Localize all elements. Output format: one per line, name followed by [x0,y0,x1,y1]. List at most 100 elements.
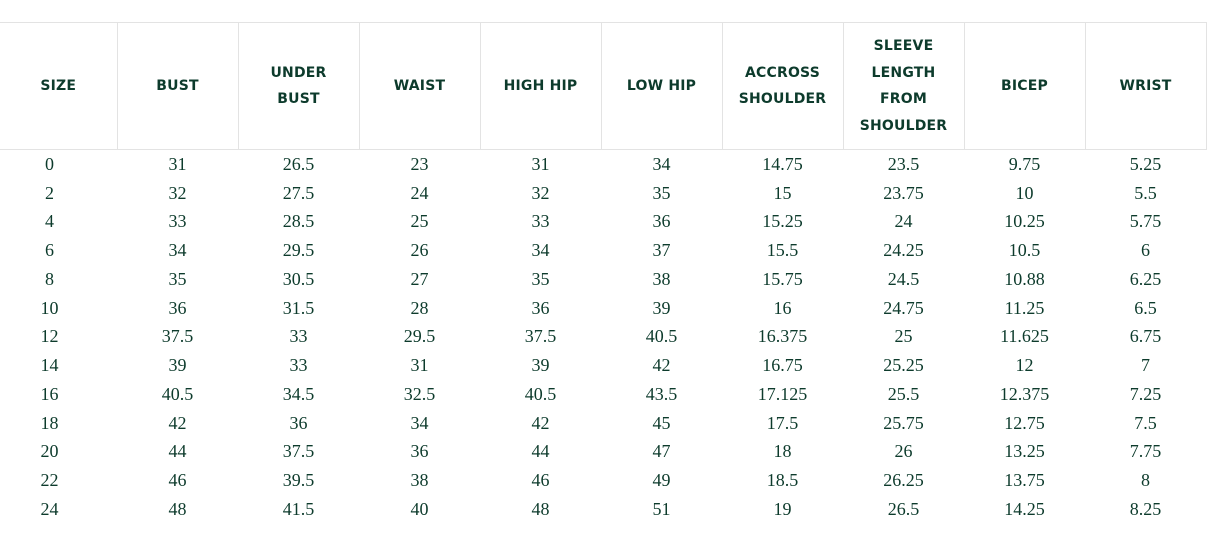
cell-sleeve-length: 25 [894,326,913,347]
header-size: SIZE [0,22,118,150]
table-row: 6 34 29.5 26 34 37 15.5 24.25 10.5 6 [0,236,1206,265]
cell-waist: 40 [410,498,429,519]
header-label: SLEEVE [873,38,934,54]
size-chart-table: SIZE BUST UNDER BUST WAIST HIGH HIP LOW HIP ACC… [0,22,1207,524]
cell-bicep: 10.88 [1004,268,1045,289]
cell-sleeve-length: 24.5 [887,268,920,289]
cell-bust: 37.5 [161,326,194,347]
cell-size: 20 [40,441,59,462]
table-row: 14 39 33 31 39 42 16.75 25.25 12 7 [0,351,1206,380]
header-high-hip: HIGH HIP [479,22,602,150]
cell-wrist: 6 [1141,240,1150,261]
cell-bicep: 10.5 [1008,240,1041,261]
cell-across-shoulder: 15 [773,182,792,203]
cell-waist: 23 [410,153,429,174]
header-label: SHOULDER [738,91,827,107]
cell-high-hip: 48 [531,498,550,519]
cell-low-hip: 43.5 [645,383,678,404]
cell-waist: 34 [410,412,429,433]
table-row: 20 44 37.5 36 44 47 18 26 13.25 7.75 [0,438,1206,467]
cell-waist: 29.5 [403,326,436,347]
cell-high-hip: 31 [531,153,550,174]
cell-high-hip: 46 [531,470,550,491]
cell-bust: 32 [168,182,187,203]
cell-high-hip: 37.5 [524,326,557,347]
cell-bust: 46 [168,470,187,491]
cell-bicep: 14.25 [1004,498,1045,519]
cell-waist: 31 [410,355,429,376]
cell-high-hip: 44 [531,441,550,462]
cell-across-shoulder: 15.25 [762,211,803,232]
cell-across-shoulder: 17.5 [766,412,799,433]
cell-under-bust: 33 [289,355,308,376]
cell-under-bust: 36 [289,412,308,433]
cell-bust: 42 [168,412,187,433]
cell-under-bust: 29.5 [282,240,315,261]
table-row: 18 42 36 34 42 45 17.5 25.75 12.75 7.5 [0,409,1206,438]
cell-low-hip: 35 [652,182,671,203]
cell-high-hip: 42 [531,412,550,433]
cell-high-hip: 40.5 [524,383,557,404]
cell-bicep: 12 [1015,355,1034,376]
cell-across-shoulder: 17.125 [757,383,808,404]
cell-size: 2 [45,182,54,203]
cell-wrist: 7.5 [1134,412,1157,433]
cell-sleeve-length: 24.75 [883,297,924,318]
cell-waist: 27 [410,268,429,289]
cell-across-shoulder: 18.5 [766,470,799,491]
header-bust: BUST [116,22,239,150]
cell-across-shoulder: 19 [773,498,792,519]
cell-size: 8 [45,268,54,289]
cell-bust: 40.5 [161,383,194,404]
cell-bust: 39 [168,355,187,376]
table-row: 22 46 39.5 38 46 49 18.5 26.25 13.75 8 [0,466,1206,495]
cell-size: 10 [40,297,59,318]
cell-wrist: 5.5 [1134,182,1157,203]
cell-across-shoulder: 16.375 [757,326,808,347]
header-under-bust: UNDER BUST [237,22,360,150]
header-label: WAIST [393,77,446,94]
header-label: WRIST [1119,77,1172,94]
cell-across-shoulder: 16 [773,297,792,318]
cell-bicep: 13.25 [1004,441,1045,462]
cell-under-bust: 26.5 [282,153,315,174]
cell-low-hip: 45 [652,412,671,433]
cell-size: 18 [40,412,59,433]
cell-wrist: 7.25 [1129,383,1162,404]
cell-bust: 33 [168,211,187,232]
cell-low-hip: 39 [652,297,671,318]
table-row: 0 31 26.5 23 31 34 14.75 23.5 9.75 5.25 [0,150,1206,179]
cell-under-bust: 33 [289,326,308,347]
header-row: SIZE BUST UNDER BUST WAIST HIGH HIP LOW HIP ACC… [0,22,1207,150]
cell-sleeve-length: 25.75 [883,412,924,433]
cell-under-bust: 34.5 [282,383,315,404]
cell-low-hip: 42 [652,355,671,376]
cell-wrist: 7 [1141,355,1150,376]
cell-high-hip: 32 [531,182,550,203]
cell-sleeve-length: 23.75 [883,182,924,203]
header-label: UNDER [270,64,327,81]
cell-wrist: 6.25 [1129,268,1162,289]
cell-bicep: 11.625 [1000,326,1049,347]
cell-under-bust: 41.5 [282,498,315,519]
cell-high-hip: 36 [531,297,550,318]
header-sleeve-length: SLEEVE LENGTH FROM SHOULDER [842,22,965,150]
header-waist: WAIST [358,22,481,150]
cell-size: 16 [40,383,59,404]
header-label: FROM [880,91,927,107]
cell-wrist: 6.75 [1129,326,1162,347]
cell-size: 0 [45,153,54,174]
cell-low-hip: 51 [652,498,671,519]
cell-size: 22 [40,470,59,491]
cell-bicep: 12.375 [999,383,1050,404]
table-row: 4 33 28.5 25 33 36 15.25 24 10.25 5.75 [0,208,1206,237]
header-label: HIGH HIP [503,77,578,94]
cell-sleeve-length: 26.25 [883,470,924,491]
cell-size: 6 [45,240,54,261]
header-bicep: BICEP [963,22,1086,150]
cell-under-bust: 37.5 [282,441,315,462]
cell-under-bust: 27.5 [282,182,315,203]
cell-under-bust: 39.5 [282,470,315,491]
cell-waist: 25 [410,211,429,232]
table-row: 24 48 41.5 40 48 51 19 26.5 14.25 8.25 [0,495,1206,524]
